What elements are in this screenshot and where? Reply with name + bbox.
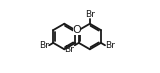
Text: O: O: [73, 25, 81, 35]
Text: Br: Br: [64, 45, 74, 54]
Text: Br: Br: [85, 10, 95, 19]
Text: Br: Br: [39, 41, 49, 50]
Text: Br: Br: [105, 41, 115, 50]
